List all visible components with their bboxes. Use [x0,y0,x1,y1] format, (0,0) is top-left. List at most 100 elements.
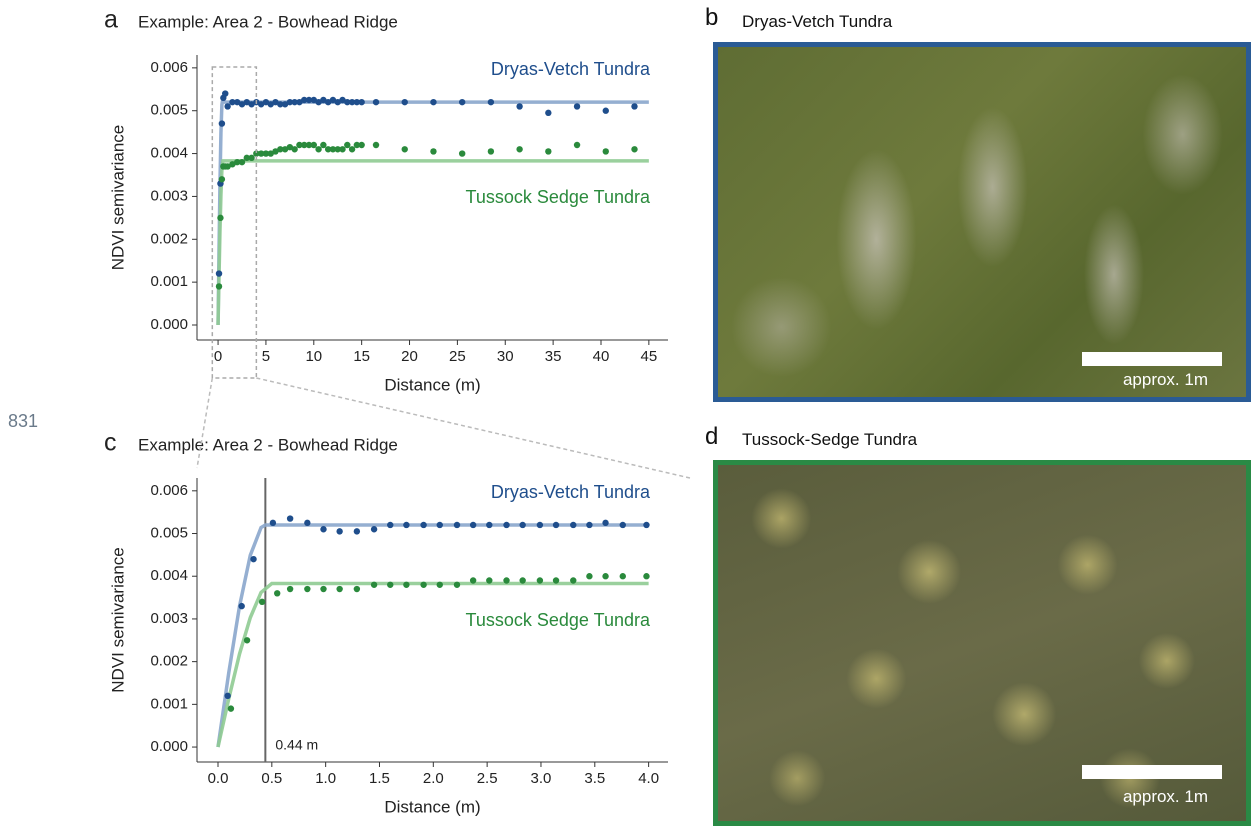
y-tick-label: 0.006 [150,482,188,499]
point [304,520,310,526]
reference-label: 0.44 m [275,737,318,753]
photo-title: Dryas-Vetch Tundra [742,12,892,32]
x-tick-label: 40 [593,348,610,365]
y-axis-label: NDVI semivariance [108,125,127,271]
scale-bar [1082,765,1222,779]
point [537,577,543,583]
point [216,283,222,289]
x-tick-label: 2.5 [477,770,498,787]
chart-title: Example: Area 2 - Bowhead Ridge [138,435,398,454]
figure: 831 aExample: Area 2 - Bowhead Ridge0.00… [0,0,1252,833]
point [373,142,379,148]
point [545,110,551,116]
point [437,582,443,588]
x-tick-label: 4.0 [638,770,659,787]
x-tick-label: 10 [305,348,322,365]
point [643,573,649,579]
fit-line [218,161,649,325]
point [402,99,408,105]
point [250,556,256,562]
point [553,577,559,583]
point [349,146,355,152]
point [620,522,626,528]
point [217,215,223,221]
point [387,582,393,588]
x-axis-label: Distance (m) [384,375,480,394]
point [516,103,522,109]
point [454,522,460,528]
point [574,142,580,148]
point [216,270,222,276]
point [320,526,326,532]
point [239,159,245,165]
y-tick-label: 0.003 [150,187,188,204]
point [631,103,637,109]
point [631,146,637,152]
point [219,120,225,126]
panel-label: a [104,6,118,34]
x-tick-label: 2.0 [423,770,444,787]
point [470,522,476,528]
point [574,103,580,109]
point [219,176,225,182]
panel-label: b [705,4,718,32]
scale-label: approx. 1m [1123,787,1208,807]
y-tick-label: 0.001 [150,695,188,712]
point [403,582,409,588]
x-tick-label: 5 [262,348,270,365]
point [320,586,326,592]
x-tick-label: 0.5 [261,770,282,787]
y-tick-label: 0.000 [150,738,188,755]
point [603,148,609,154]
point [602,573,608,579]
point [420,522,426,528]
x-tick-label: 0.0 [208,770,229,787]
scale-label: approx. 1m [1123,370,1208,390]
point [344,142,350,148]
series-label: Tussock Sedge Tundra [466,187,651,207]
x-tick-label: 25 [449,348,466,365]
point [238,603,244,609]
point [339,146,345,152]
point [371,526,377,532]
point [430,148,436,154]
x-tick-label: 30 [497,348,514,365]
point [287,515,293,521]
page-number: 831 [8,411,38,431]
x-tick-label: 15 [353,348,370,365]
point [248,155,254,161]
fit-line [218,525,649,747]
point [336,528,342,534]
point [320,142,326,148]
fit-line [218,102,649,325]
point [244,637,250,643]
point [228,705,234,711]
point [537,522,543,528]
point [336,586,342,592]
point [270,520,276,526]
point [602,520,608,526]
y-tick-label: 0.002 [150,230,188,247]
photo-title: Tussock-Sedge Tundra [742,430,917,450]
point [586,573,592,579]
point [371,582,377,588]
point [287,586,293,592]
x-tick-label: 45 [641,348,658,365]
point [586,522,592,528]
point [222,90,228,96]
point [519,577,525,583]
point [373,99,379,105]
x-tick-label: 0 [214,348,222,365]
point [643,522,649,528]
point [224,103,230,109]
y-axis-label: NDVI semivariance [108,547,127,693]
x-tick-label: 3.0 [531,770,552,787]
point [503,522,509,528]
series-label: Dryas-Vetch Tundra [491,59,651,79]
point [315,146,321,152]
x-tick-label: 1.0 [315,770,336,787]
point [570,577,576,583]
x-tick-label: 3.5 [584,770,605,787]
point [291,146,297,152]
panel-label: c [104,429,117,457]
